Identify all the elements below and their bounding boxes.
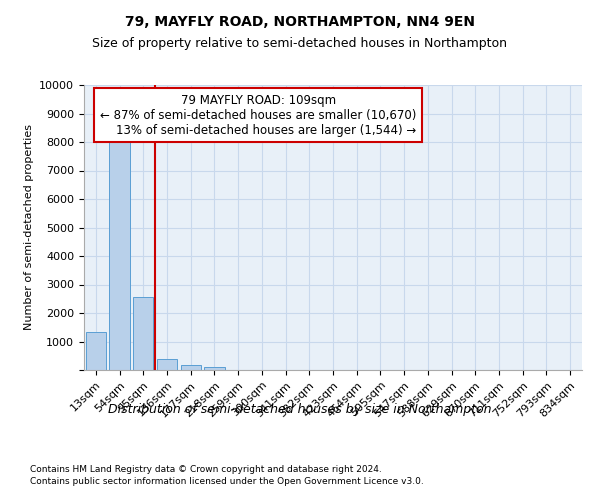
Bar (86, 332, 106, 370)
Bar (109, 142, 130, 370)
Text: 79 MAYFLY ROAD: 109sqm
← 87% of semi-detached houses are smaller (10,670)
    13: 79 MAYFLY ROAD: 109sqm ← 87% of semi-det… (100, 94, 416, 136)
Bar (133, 298, 154, 370)
Text: Contains public sector information licensed under the Open Government Licence v3: Contains public sector information licen… (30, 478, 424, 486)
Bar (157, 358, 177, 370)
Text: Distribution of semi-detached houses by size in Northampton: Distribution of semi-detached houses by … (108, 402, 492, 415)
Bar (205, 367, 224, 370)
Text: Size of property relative to semi-detached houses in Northampton: Size of property relative to semi-detach… (92, 38, 508, 51)
Text: Contains HM Land Registry data © Crown copyright and database right 2024.: Contains HM Land Registry data © Crown c… (30, 465, 382, 474)
Text: 79, MAYFLY ROAD, NORTHAMPTON, NN4 9EN: 79, MAYFLY ROAD, NORTHAMPTON, NN4 9EN (125, 15, 475, 29)
Bar (181, 366, 201, 370)
Y-axis label: Number of semi-detached properties: Number of semi-detached properties (24, 124, 34, 330)
